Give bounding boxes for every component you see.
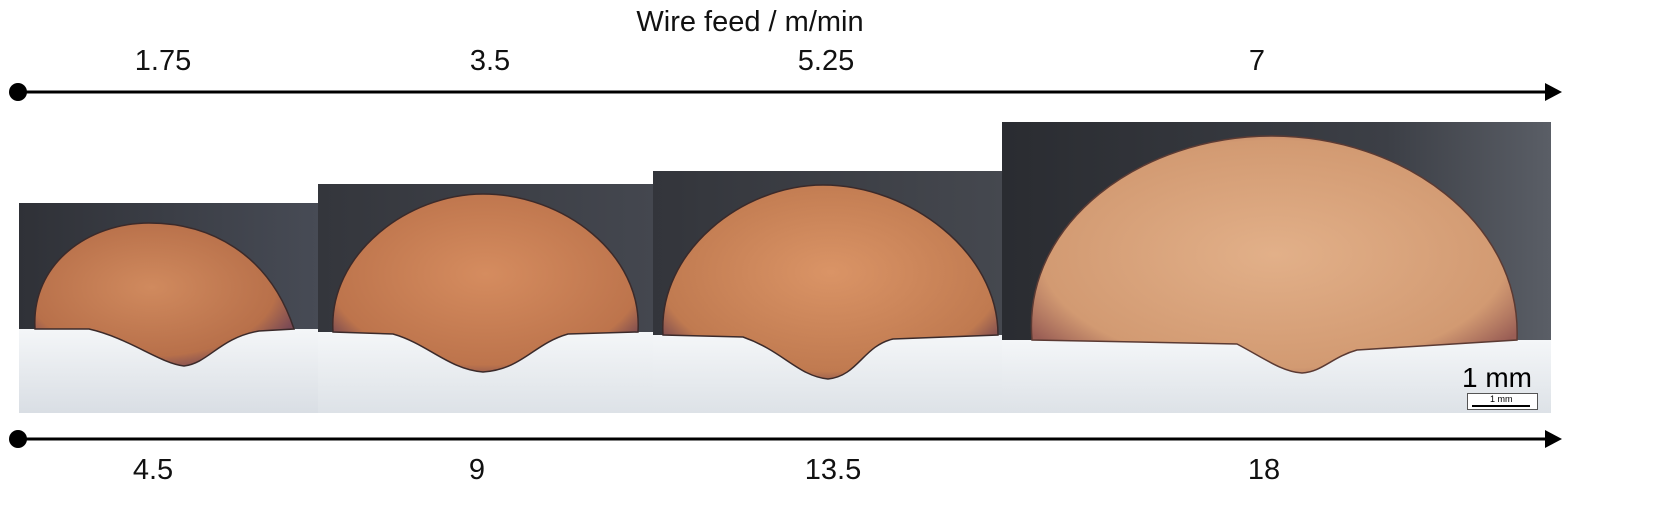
weld-bead-panel-1 (19, 203, 318, 413)
bottom-tick-2: 9 (468, 454, 486, 486)
top-tick-2: 3.5 (469, 45, 511, 77)
bottom-tick-4: 18 (1247, 454, 1281, 486)
scale-bar-label: 1 mm (1462, 362, 1532, 393)
bottom-tick-3: 13.5 (804, 454, 862, 486)
scale-bar (1472, 405, 1530, 407)
weld-bead-panel-3 (653, 171, 1002, 413)
weld-bead-panel-2 (318, 184, 653, 413)
weld-bead-panel-4: 1 mm 1 mm (1002, 122, 1551, 413)
top-tick-4: 7 (1248, 45, 1266, 77)
bottom-axis-arrow (9, 430, 1562, 448)
top-tick-1: 1.75 (134, 45, 192, 77)
scale-bar-small-label: 1 mm (1490, 394, 1513, 404)
figure-title: Wire feed / m/min (636, 6, 864, 38)
top-axis-arrow (9, 83, 1562, 101)
top-tick-3: 5.25 (797, 45, 855, 77)
bottom-tick-1: 4.5 (132, 454, 174, 486)
